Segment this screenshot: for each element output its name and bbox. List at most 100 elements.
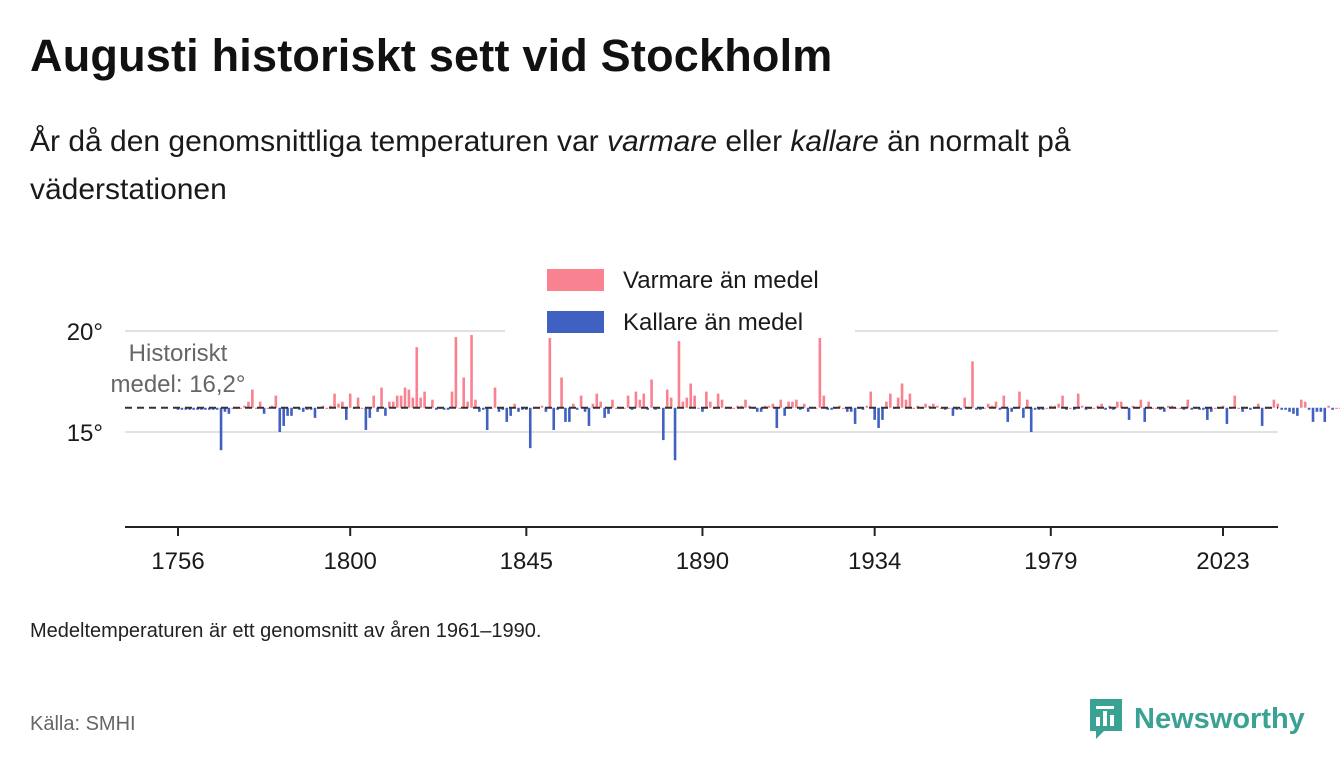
x-tick-label: 1800 — [324, 548, 377, 575]
bar-warm — [622, 407, 626, 409]
bar-warm — [407, 389, 411, 408]
bar-warm — [591, 403, 595, 408]
bar-warm — [740, 405, 743, 408]
subtitle-part-1: År då den genomsnittliga temperaturen va… — [30, 125, 607, 158]
bar-warm — [247, 401, 250, 408]
bar-warm — [341, 401, 344, 408]
bar-cold — [1280, 407, 1284, 410]
chart-subtitle: År då den genomsnittliga temperaturen va… — [30, 118, 1270, 214]
bar-warm — [693, 395, 696, 408]
bar-warm — [1186, 399, 1190, 408]
bar-cold — [227, 407, 231, 414]
bar-warm — [1061, 395, 1064, 408]
bar-cold — [188, 407, 192, 410]
bar-cold — [849, 407, 853, 412]
x-tick-label: 1890 — [676, 548, 729, 575]
bar-warm — [626, 395, 630, 408]
bar-warm — [935, 405, 939, 408]
bar-cold — [799, 407, 802, 410]
bar-warm — [419, 397, 422, 408]
bar-cold — [200, 407, 203, 410]
bar-cold — [775, 407, 779, 428]
bar-warm — [685, 397, 689, 408]
bar-cold — [176, 407, 180, 410]
bar-warm — [1131, 405, 1135, 408]
bar-warm — [908, 393, 912, 408]
bar-cold — [305, 407, 309, 410]
x-tick-label: 2023 — [1196, 548, 1249, 575]
bar-warm — [458, 407, 462, 409]
bar-warm — [818, 318, 822, 408]
bar-cold — [1104, 407, 1107, 410]
bar-warm — [356, 397, 360, 408]
bar-cold — [521, 407, 524, 410]
bar-warm — [665, 389, 669, 408]
bar-warm — [270, 405, 274, 408]
bar-cold — [1206, 407, 1209, 420]
bar-cold — [309, 407, 313, 410]
bar-warm — [348, 393, 352, 408]
bar-warm — [466, 401, 469, 408]
bar-cold — [959, 407, 963, 410]
bar-cold — [1143, 407, 1147, 422]
bar-warm — [254, 407, 258, 409]
bar-warm — [697, 407, 700, 409]
bar-warm — [732, 407, 736, 409]
x-tick-label: 1979 — [1024, 548, 1077, 575]
bar-warm — [540, 405, 544, 408]
bar-warm — [1233, 395, 1237, 408]
bar-warm — [388, 401, 391, 408]
bar-cold — [1319, 407, 1323, 412]
legend: Varmare än medel Kallare än medel — [505, 260, 855, 338]
bar-cold — [1296, 407, 1299, 416]
bar-warm — [1237, 407, 1240, 409]
bar-cold — [755, 407, 759, 412]
bar-cold — [1112, 407, 1115, 410]
bar-warm — [787, 401, 790, 408]
bar-warm — [912, 407, 916, 409]
bar-cold — [180, 407, 184, 410]
bar-warm — [1327, 405, 1330, 408]
bar-cold — [1037, 407, 1041, 410]
bar-cold — [298, 407, 301, 410]
bar-warm — [572, 403, 575, 408]
bar-warm — [1100, 403, 1103, 408]
bar-cold — [575, 407, 579, 410]
bar-warm — [1026, 399, 1029, 408]
bar-warm — [403, 387, 407, 408]
bar-warm — [333, 393, 336, 408]
bar-cold — [1198, 407, 1201, 410]
bar-warm — [423, 391, 426, 408]
bar-warm — [1116, 401, 1119, 408]
bar-warm — [1119, 401, 1123, 408]
bar-warm — [865, 405, 869, 408]
bar-cold — [951, 407, 955, 416]
brand-logo: Newsworthy — [1088, 697, 1305, 741]
bar-warm — [771, 403, 775, 408]
bar-cold — [497, 407, 501, 412]
bar-cold — [1202, 407, 1205, 410]
bar-warm — [900, 383, 904, 408]
bar-cold — [1311, 407, 1315, 422]
bar-warm — [337, 403, 340, 408]
bar-warm — [767, 405, 771, 408]
bar-warm — [321, 405, 325, 408]
subtitle-warm-word: varmare — [607, 125, 718, 158]
bar-cold — [826, 407, 829, 410]
bar-warm — [842, 407, 845, 409]
bar-warm — [611, 399, 614, 408]
bar-warm — [548, 333, 552, 408]
bar-warm — [579, 395, 583, 408]
bar-cold — [552, 407, 556, 430]
bar-cold — [1010, 407, 1013, 412]
bar-cold — [1182, 407, 1186, 410]
bar-cold — [861, 407, 865, 410]
bar-warm — [1256, 403, 1260, 408]
baseline-label-line: medel: 16,2° — [110, 371, 245, 398]
bar-cold — [481, 407, 485, 410]
bar-cold — [313, 407, 317, 418]
bar-warm — [802, 403, 806, 408]
bar-cold — [568, 407, 571, 422]
bar-warm — [1299, 399, 1303, 408]
bar-cold — [525, 407, 528, 410]
